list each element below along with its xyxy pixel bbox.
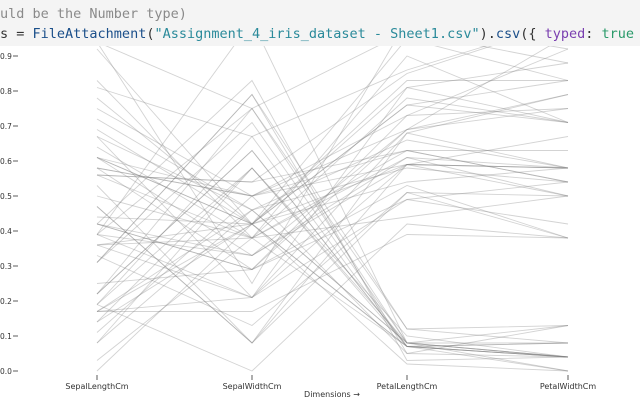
data-line <box>96 150 569 239</box>
data-line <box>96 132 569 344</box>
code-cell[interactable]: uld be the Number type) s = FileAttachme… <box>0 0 640 46</box>
y-tick-label: 0.2 <box>0 297 12 306</box>
data-line <box>96 108 569 271</box>
data-line <box>96 191 569 344</box>
code-paren: ( <box>146 26 155 42</box>
data-line <box>96 80 568 225</box>
data-line <box>96 199 569 298</box>
dimension-label: PetalWidthCm <box>540 382 597 391</box>
data-line <box>96 121 569 358</box>
data-line <box>96 146 569 239</box>
data-line <box>96 80 569 225</box>
code-op: = <box>8 26 33 42</box>
code-colon: : <box>585 26 602 42</box>
data-line <box>96 48 569 197</box>
code-filename: "Assignment_4_iris_dataset - Sheet1.csv" <box>154 26 480 42</box>
data-line <box>96 37 569 225</box>
data-line <box>96 104 569 225</box>
code-brace-open: ({ <box>520 26 545 42</box>
data-line <box>96 107 568 344</box>
y-tick-label: 0.7 <box>0 122 12 131</box>
data-line <box>96 31 569 109</box>
data-line <box>96 164 569 256</box>
data-line <box>96 20 569 183</box>
dimension-label: SepalWidthCm <box>223 382 282 391</box>
data-line <box>96 118 569 211</box>
code-option-value: true <box>601 26 635 42</box>
data-line <box>96 209 569 372</box>
data-line <box>96 223 569 358</box>
data-line <box>96 55 569 239</box>
data-line <box>96 192 569 327</box>
data-line <box>96 149 569 347</box>
data-line <box>96 135 569 358</box>
data-line <box>96 94 569 197</box>
x-axis-label: Dimensions → <box>304 390 360 399</box>
data-line <box>96 195 569 358</box>
data-line <box>96 62 569 225</box>
y-tick-label: 0.6 <box>0 157 12 166</box>
y-tick-label: 0.9 <box>0 52 12 61</box>
y-tick-label: 0.8 <box>0 87 12 96</box>
code-method: csv <box>495 26 521 42</box>
y-tick-label: 0.3 <box>0 262 12 271</box>
data-line <box>96 223 569 372</box>
data-line <box>96 150 568 183</box>
code-line: s = FileAttachment("Assignment_4_iris_da… <box>0 26 640 42</box>
data-line <box>96 136 569 211</box>
data-lines <box>96 20 569 372</box>
dimension-label: SepalLengthCm <box>65 382 128 391</box>
y-tick-label: 0.1 <box>0 332 12 341</box>
data-line <box>96 167 569 225</box>
code-option-key: typed <box>544 26 586 42</box>
y-tick-label: 0.5 <box>0 192 12 201</box>
data-line <box>96 195 569 246</box>
code-comment-line: uld be the Number type) <box>0 6 187 22</box>
data-line <box>96 34 569 256</box>
code-func: FileAttachment <box>32 26 147 42</box>
y-tick-label: 0.4 <box>0 227 12 236</box>
data-line <box>96 107 569 344</box>
data-line <box>96 237 569 361</box>
data-line <box>96 108 569 271</box>
data-line <box>96 157 569 257</box>
data-line <box>96 79 569 361</box>
x-axis: SepalLengthCm SepalWidthCm PetalLengthCm Pe… <box>65 375 596 391</box>
dimension-label: PetalLengthCm <box>377 382 438 391</box>
data-line <box>96 223 569 372</box>
y-tick-label: 0.0 <box>0 367 12 376</box>
data-line <box>96 167 569 358</box>
data-line <box>96 223 569 372</box>
data-line <box>96 185 569 270</box>
data-line <box>96 164 569 344</box>
code-brace-close: }) <box>634 26 640 42</box>
data-line <box>96 20 569 344</box>
data-line <box>96 97 569 239</box>
y-axis: 0.0 0.1 0.2 0.3 0.4 0.5 0.6 0.7 0.8 0.9 <box>0 52 18 376</box>
data-line <box>96 164 569 197</box>
data-line <box>96 86 569 299</box>
data-line <box>96 167 569 347</box>
data-line <box>96 164 569 246</box>
data-line <box>96 93 569 354</box>
data-line <box>96 108 569 197</box>
data-line <box>97 234 569 312</box>
code-var: s <box>0 26 9 42</box>
code-method-open: ). <box>479 26 496 42</box>
data-line <box>96 136 569 312</box>
data-line <box>96 149 569 358</box>
data-line <box>96 181 569 284</box>
data-line <box>96 94 569 299</box>
data-line <box>96 93 569 330</box>
data-line <box>96 209 569 358</box>
data-line <box>96 167 569 358</box>
